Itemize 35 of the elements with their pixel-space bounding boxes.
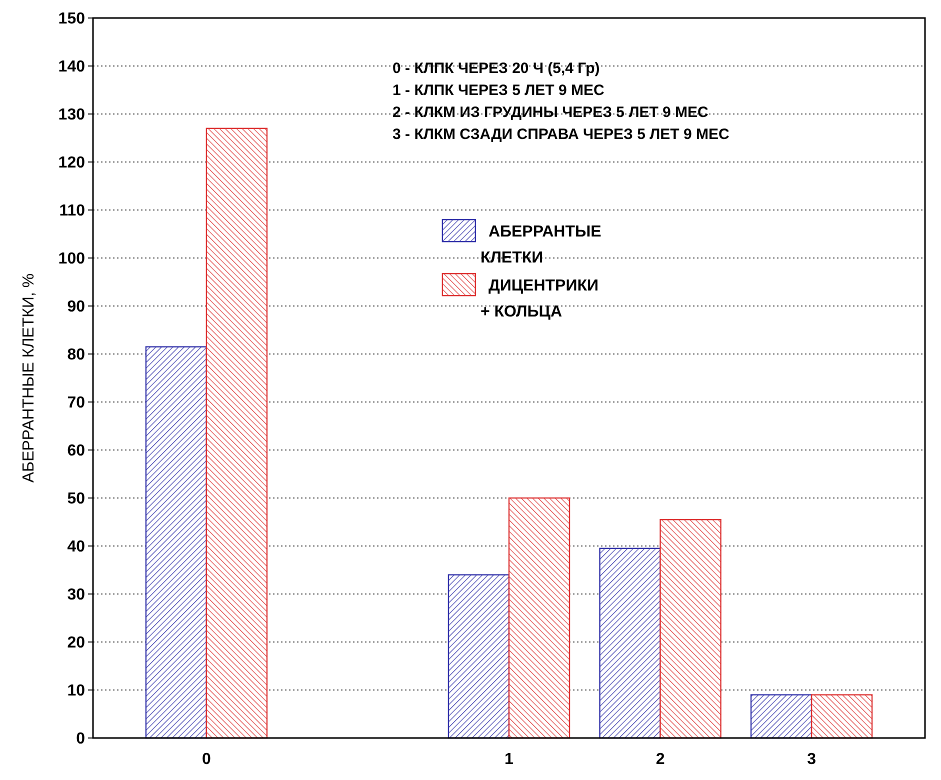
x-tick-label: 1 [504,751,514,768]
y-tick-label: 20 [67,634,86,652]
bar [206,128,268,739]
y-tick-label: 10 [67,682,86,700]
y-tick-label: 40 [67,538,86,556]
annotation: 3 - КЛКМ СЗАДИ СПРАВА ЧЕРЕЗ 5 ЛЕТ 9 МЕС [392,126,730,143]
legend-label: АБЕРРАНТЫЕ КЛЕТКИ [480,224,602,267]
y-tick-label: 90 [67,298,86,316]
x-tick-label: 3 [807,751,816,768]
annotation: 0 - КЛПК ЧЕРЕЗ 20 Ч (5,4 Гр) [392,60,600,77]
bar [508,497,570,739]
y-tick-label: 100 [58,250,86,268]
y-tick-label: 50 [67,490,86,508]
x-tick-label: 0 [202,751,211,768]
y-tick-label: 120 [58,154,86,172]
bar [145,346,208,739]
bar [660,519,722,739]
legend-label: ДИЦЕНТРИКИ + КОЛЬЦА [480,278,598,321]
bar [810,694,873,739]
y-tick-label: 150 [58,10,86,28]
y-tick-label: 110 [59,202,86,220]
y-tick-label: 130 [58,106,86,124]
y-tick-label: 60 [67,442,86,460]
bar [750,694,812,739]
bar [448,574,510,739]
y-tick-label: 0 [76,730,86,748]
annotation: 2 - КЛКМ ИЗ ГРУДИНЫ ЧЕРЕЗ 5 ЛЕТ 9 МЕС [392,104,709,121]
annotation: 1 - КЛПК ЧЕРЕЗ 5 ЛЕТ 9 МЕС [392,82,604,99]
y-tick-label: 70 [67,394,86,412]
x-tick-label: 2 [656,751,665,768]
bar [599,548,661,739]
y-tick-label: 80 [67,346,86,364]
y-tick-label: 30 [67,586,86,604]
y-tick-label: 140 [58,58,86,76]
y-axis-title: АБЕРРАНТНЫЕ КЛЕТКИ, % [20,273,38,483]
